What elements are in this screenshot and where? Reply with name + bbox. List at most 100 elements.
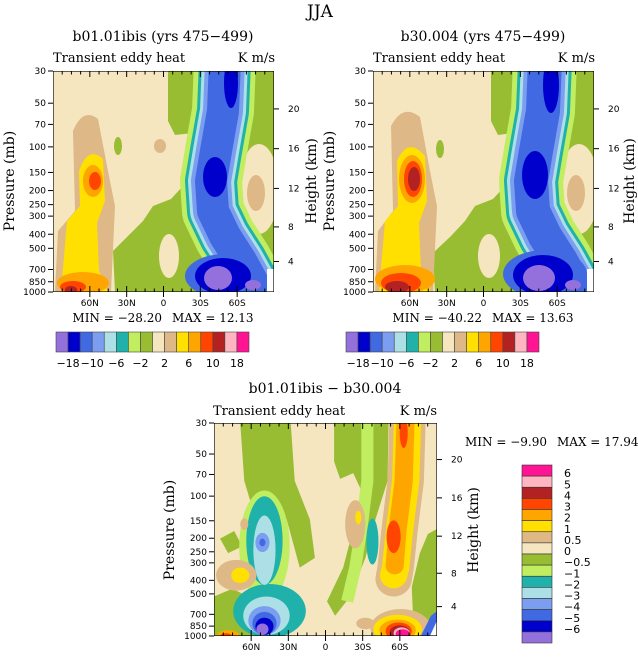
contour-region [385,281,409,292]
y-tick-label: 50 [196,450,208,460]
colorbar-swatch [91,331,105,353]
contour-plot [373,71,594,292]
y-tick-label: 30 [355,67,367,77]
colorbar-swatch [521,587,553,599]
contour-region [345,500,366,549]
y-tick-label: 100 [190,492,207,502]
left-string: Transient eddy heat [373,51,506,66]
colorbar-swatch [103,331,117,353]
y-right-tick-label: 20 [288,105,300,115]
x-tick-label: 30S [512,299,529,309]
y-tick-label: 400 [190,576,207,586]
x-tick-label: 0 [161,299,167,309]
y-right-tick-label: 4 [288,258,294,268]
contour-region [356,617,375,630]
y-tick-label: 200 [29,187,46,197]
y-tick-label: 250 [349,201,366,211]
x-tick-label: 0 [481,299,487,309]
colorbar-swatch [521,631,553,644]
y-tick-label: 70 [355,120,367,130]
colorbar-label: −3 [564,590,580,603]
x-tick-label: 0 [323,643,329,653]
colorbar-swatch [188,331,202,353]
x-tick-label: 60N [242,643,260,653]
panel-title: b30.004 (yrs 475−499) [401,29,566,45]
colorbar-label: 5 [564,478,571,491]
contour-region [114,137,122,155]
colorbar-swatch [116,331,129,353]
colorbar-label: 6 [475,357,482,370]
y-tick-label: 850 [29,278,46,288]
colorbar-swatch [152,331,165,353]
colorbar-swatch [521,475,553,488]
colorbar-swatch [454,331,467,353]
y-axis-label: Pressure (mb) [162,480,178,580]
contour-region [355,510,362,525]
min-max-label: MIN = −40.22 MAX = 13.63 [392,311,573,325]
contour-region [240,423,315,568]
x-tick-label: 30N [279,643,297,653]
min-label: MIN = −40.22 [392,311,482,325]
colorbar-label: 10 [206,357,220,370]
y-right-tick-label: 16 [608,145,620,155]
colorbar-label: 2 [564,512,571,525]
colorbar-label: −5 [564,612,580,625]
colorbar-swatch [345,331,359,353]
y-tick-label: 300 [349,212,366,222]
y-right-tick-label: 4 [608,258,614,268]
contour-region [154,139,166,153]
contour-region [203,157,227,197]
min-max-label: MIN = −28.20 MAX = 12.13 [72,311,253,325]
colorbar-label: −18 [346,357,369,370]
y-tick-label: 400 [349,230,366,240]
colorbar-swatch [521,564,553,577]
left-string: Transient eddy heat [213,404,346,419]
max-label: MAX = 12.13 [172,311,254,325]
contour-region [386,520,401,554]
colorbar-swatch [55,331,69,353]
contour-region [220,530,243,554]
contour-region [565,280,581,290]
min-label: MIN = −9.90 [465,435,547,449]
y-right-tick-label: 8 [451,569,457,579]
colorbar-label: 18 [230,357,244,370]
contour-region [478,234,500,278]
y-right-axis-label: Height (km) [622,138,638,224]
y-right-tick-label: 4 [451,603,457,613]
y-tick-label: 200 [349,187,366,197]
contour-plot [53,71,274,292]
x-tick-label: 30N [438,299,456,309]
contour-region [567,175,585,211]
y-right-tick-label: 20 [451,456,463,466]
colorbar-swatch [478,331,492,353]
y-tick-label: 500 [29,244,46,254]
colorbar-label: −2 [132,357,148,370]
min-max-label: MIN = −9.90 MAX = 17.94 [465,435,638,449]
colorbar-swatch [521,620,553,633]
colorbar-swatch [357,331,371,353]
y-right-axis-label: Height (km) [304,138,320,224]
y-tick-label: 850 [349,278,366,288]
right-string: K m/s [558,51,595,66]
y-tick-label: 400 [29,230,46,240]
y-tick-label: 500 [190,590,207,600]
colorbar-swatch [521,520,553,533]
right-string: K m/s [238,51,275,66]
colorbar-label: 6 [185,357,192,370]
min-label: MIN = −28.20 [72,311,162,325]
contour-region [224,71,238,108]
colorbar-swatch [514,331,528,353]
contour-region [436,140,444,158]
y-tick-label: 300 [29,212,46,222]
colorbar-swatch [67,331,81,353]
y-right-tick-label: 12 [451,532,462,542]
colorbar-label: 0 [564,545,571,558]
contour-region [587,269,594,292]
y-right-tick-label: 16 [451,494,463,504]
y-tick-label: 1000 [184,632,207,642]
y-tick-label: 150 [29,168,46,178]
y-tick-label: 250 [190,548,207,558]
colorbar-swatch [393,331,407,353]
colorbar-label: 1 [564,523,571,536]
y-tick-label: 100 [29,143,46,153]
